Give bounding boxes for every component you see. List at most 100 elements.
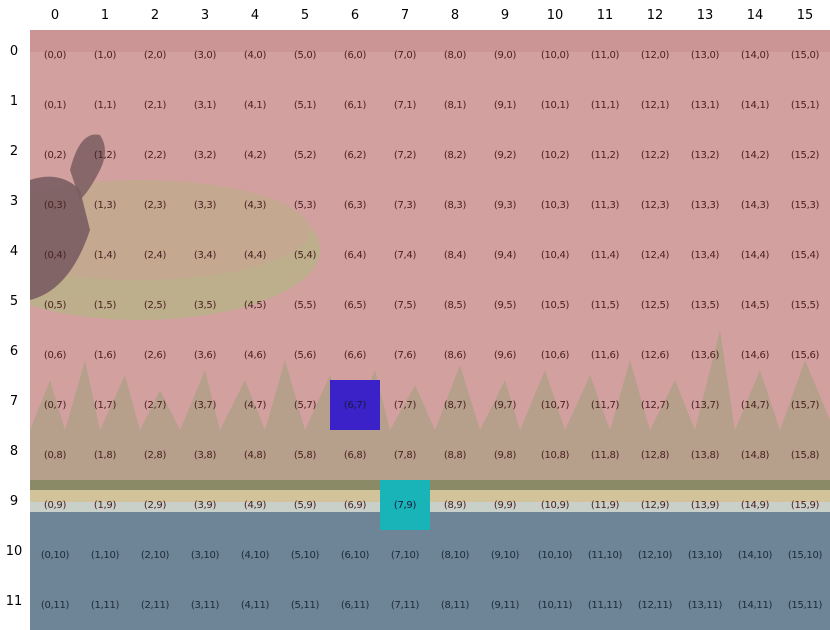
grid-cell[interactable]: (3,7) — [193, 399, 217, 411]
grid-cell[interactable]: (9,6) — [493, 349, 517, 361]
grid-cell[interactable]: (2,2) — [143, 149, 167, 161]
grid-cell[interactable]: (7,10) — [390, 549, 420, 561]
grid-cell[interactable]: (3,11) — [190, 599, 220, 611]
grid-cell[interactable]: (11,11) — [587, 599, 623, 611]
grid-cell[interactable]: (3,10) — [190, 549, 220, 561]
grid-cell[interactable]: (0,5) — [43, 299, 67, 311]
grid-cell[interactable]: (1,11) — [90, 599, 120, 611]
grid-cell[interactable]: (3,9) — [193, 499, 217, 511]
grid-cell[interactable]: (8,9) — [443, 499, 467, 511]
grid-cell[interactable]: (7,8) — [393, 449, 417, 461]
grid-cell[interactable]: (0,9) — [43, 499, 67, 511]
grid-cell[interactable]: (5,8) — [293, 449, 317, 461]
grid-cell[interactable]: (15,4) — [790, 249, 820, 261]
grid-cell[interactable]: (13,4) — [690, 249, 720, 261]
grid-cell[interactable]: (4,1) — [243, 99, 267, 111]
grid-cell[interactable]: (6,2) — [343, 149, 367, 161]
grid-cell[interactable]: (14,5) — [740, 299, 770, 311]
grid-cell[interactable]: (14,10) — [737, 549, 773, 561]
grid-cell[interactable]: (7,0) — [393, 49, 417, 61]
grid-cell[interactable]: (5,10) — [290, 549, 320, 561]
grid-cell[interactable]: (3,2) — [193, 149, 217, 161]
grid-cell[interactable]: (13,5) — [690, 299, 720, 311]
grid-cell[interactable]: (8,7) — [443, 399, 467, 411]
grid-cell[interactable]: (10,0) — [540, 49, 570, 61]
grid-cell[interactable]: (9,10) — [490, 549, 520, 561]
grid-cell[interactable]: (4,11) — [240, 599, 270, 611]
grid-cell[interactable]: (11,10) — [587, 549, 623, 561]
grid-cell[interactable]: (2,9) — [143, 499, 167, 511]
grid-cell[interactable]: (9,5) — [493, 299, 517, 311]
grid-cell[interactable]: (12,10) — [637, 549, 673, 561]
grid-cell[interactable]: (6,6) — [343, 349, 367, 361]
grid-cell[interactable]: (6,11) — [340, 599, 370, 611]
grid-cell[interactable]: (8,5) — [443, 299, 467, 311]
grid-cell[interactable]: (4,10) — [240, 549, 270, 561]
grid-cell[interactable]: (14,0) — [740, 49, 770, 61]
grid-cell[interactable]: (11,3) — [590, 199, 620, 211]
grid-cell[interactable]: (2,7) — [143, 399, 167, 411]
grid-cell[interactable]: (8,0) — [443, 49, 467, 61]
grid-cell[interactable]: (15,1) — [790, 99, 820, 111]
grid-cell[interactable]: (6,5) — [343, 299, 367, 311]
grid-cell[interactable]: (15,11) — [787, 599, 823, 611]
grid-cell[interactable]: (5,0) — [293, 49, 317, 61]
grid-cell[interactable]: (15,5) — [790, 299, 820, 311]
grid-cell[interactable]: (6,4) — [343, 249, 367, 261]
grid-cell[interactable]: (1,0) — [93, 49, 117, 61]
grid-cell[interactable]: (13,7) — [690, 399, 720, 411]
grid-cell[interactable]: (8,4) — [443, 249, 467, 261]
grid-cell[interactable]: (4,0) — [243, 49, 267, 61]
grid-cell[interactable]: (4,9) — [243, 499, 267, 511]
grid-cell[interactable]: (7,11) — [390, 599, 420, 611]
grid-cell[interactable]: (0,6) — [43, 349, 67, 361]
grid-cell[interactable]: (6,3) — [343, 199, 367, 211]
grid-cell[interactable]: (13,8) — [690, 449, 720, 461]
grid-cell[interactable]: (9,11) — [490, 599, 520, 611]
grid-cell[interactable]: (2,11) — [140, 599, 170, 611]
grid-cell[interactable]: (8,10) — [440, 549, 470, 561]
grid-cell[interactable]: (4,7) — [243, 399, 267, 411]
grid-cell[interactable]: (4,2) — [243, 149, 267, 161]
grid-cell[interactable]: (15,0) — [790, 49, 820, 61]
grid-cell[interactable]: (14,3) — [740, 199, 770, 211]
grid-cell[interactable]: (4,3) — [243, 199, 267, 211]
grid-cell[interactable]: (10,9) — [540, 499, 570, 511]
grid-cell[interactable]: (8,8) — [443, 449, 467, 461]
grid-cell[interactable]: (3,6) — [193, 349, 217, 361]
grid-cell[interactable]: (14,1) — [740, 99, 770, 111]
grid-cell[interactable]: (13,2) — [690, 149, 720, 161]
grid-cell[interactable]: (5,6) — [293, 349, 317, 361]
grid-cell[interactable]: (2,5) — [143, 299, 167, 311]
grid-cell[interactable]: (3,3) — [193, 199, 217, 211]
grid-cell[interactable]: (14,7) — [740, 399, 770, 411]
highlighted-cell[interactable]: (7,9) — [380, 480, 430, 530]
grid-cell[interactable]: (11,8) — [590, 449, 620, 461]
grid-cell[interactable]: (12,8) — [640, 449, 670, 461]
grid-cell[interactable]: (1,7) — [93, 399, 117, 411]
grid-cell[interactable]: (15,10) — [787, 549, 823, 561]
grid-cell[interactable]: (11,9) — [590, 499, 620, 511]
grid-cell[interactable]: (10,8) — [540, 449, 570, 461]
grid-cell[interactable]: (10,11) — [537, 599, 573, 611]
grid-cell[interactable]: (7,2) — [393, 149, 417, 161]
grid-cell[interactable]: (1,2) — [93, 149, 117, 161]
grid-cell[interactable]: (13,1) — [690, 99, 720, 111]
grid-cell[interactable]: (4,8) — [243, 449, 267, 461]
grid-cell[interactable]: (9,0) — [493, 49, 517, 61]
grid-cell[interactable]: (15,7) — [790, 399, 820, 411]
grid-cell[interactable]: (14,6) — [740, 349, 770, 361]
grid-cell[interactable]: (11,1) — [590, 99, 620, 111]
grid-cell[interactable]: (14,8) — [740, 449, 770, 461]
grid-cell[interactable]: (8,1) — [443, 99, 467, 111]
grid-cell[interactable]: (0,10) — [40, 549, 70, 561]
grid-cell[interactable]: (13,9) — [690, 499, 720, 511]
grid-cell[interactable]: (3,4) — [193, 249, 217, 261]
grid-cell[interactable]: (10,2) — [540, 149, 570, 161]
grid-cell[interactable]: (5,9) — [293, 499, 317, 511]
grid-cell[interactable]: (1,1) — [93, 99, 117, 111]
grid-cell[interactable]: (1,9) — [93, 499, 117, 511]
grid-cell[interactable]: (9,9) — [493, 499, 517, 511]
grid-cell[interactable]: (1,6) — [93, 349, 117, 361]
grid-cell[interactable]: (9,3) — [493, 199, 517, 211]
